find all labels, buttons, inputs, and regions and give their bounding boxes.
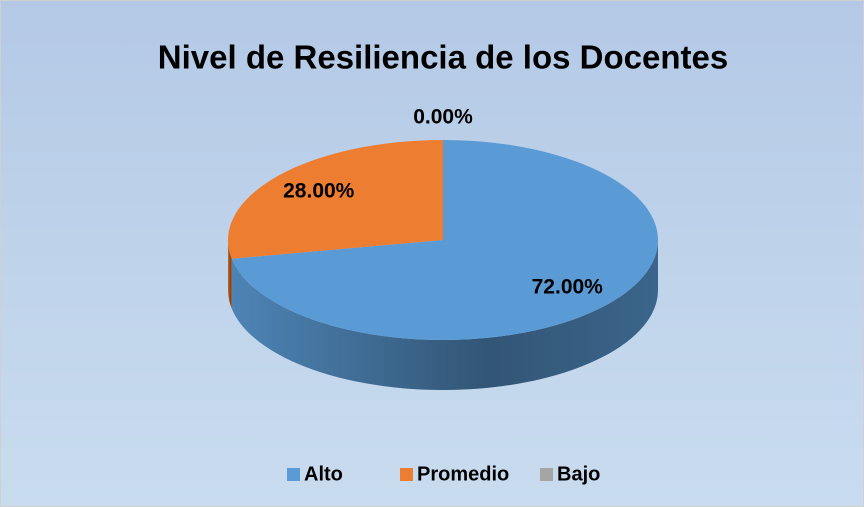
slice-side-shade bbox=[228, 240, 232, 309]
chart-title: Nivel de Resiliencia de los Docentes bbox=[158, 39, 728, 76]
legend-swatch bbox=[287, 468, 300, 481]
legend-label: Promedio bbox=[417, 463, 509, 485]
data-label: 28.00% bbox=[283, 180, 355, 203]
legend-swatch bbox=[540, 468, 553, 481]
slice bbox=[231, 140, 659, 340]
slice bbox=[228, 140, 443, 259]
slice-side-shade bbox=[231, 240, 659, 390]
data-label: 0.00% bbox=[413, 106, 473, 129]
data-label: 72.00% bbox=[532, 275, 604, 298]
legend-swatch bbox=[400, 468, 413, 481]
legend-label: Bajo bbox=[557, 463, 600, 485]
legend-label: Alto bbox=[304, 463, 343, 485]
